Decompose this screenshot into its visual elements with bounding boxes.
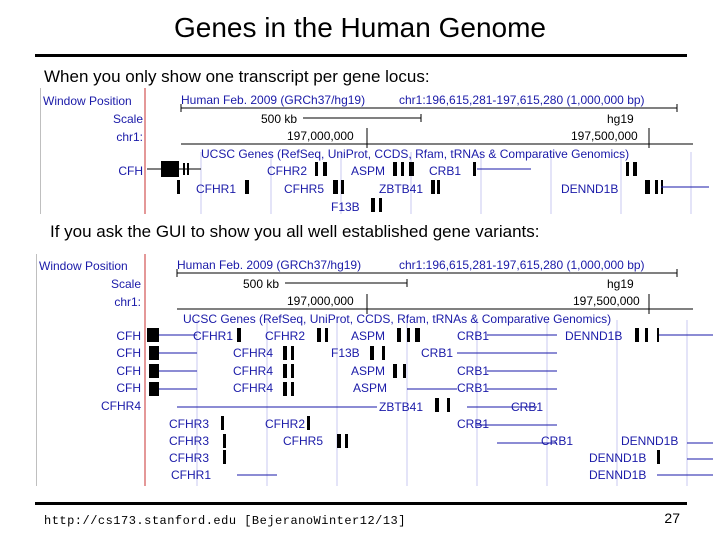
page-number: 27 bbox=[664, 510, 680, 526]
assembly-label: Human Feb. 2009 (GRCh37/hg19) bbox=[177, 258, 361, 272]
gene-aspm[interactable]: ASPM bbox=[351, 364, 385, 378]
side-label-cfh: CFH bbox=[116, 364, 141, 378]
gene-crb1[interactable]: CRB1 bbox=[457, 364, 489, 378]
window-position-label: Window Position bbox=[43, 94, 132, 108]
gene-cfhr4[interactable]: CFHR4 bbox=[233, 381, 273, 395]
tick-label-1: 197,000,000 bbox=[287, 129, 354, 143]
gene-cfhr1[interactable]: CFHR1 bbox=[196, 182, 236, 196]
gene-dennd1b[interactable]: DENND1B bbox=[589, 468, 646, 482]
footer-url[interactable]: http://cs173.stanford.edu [BejeranoWinte… bbox=[44, 514, 406, 528]
gene-crb1[interactable]: CRB1 bbox=[511, 400, 543, 414]
side-label-cfh: CFH bbox=[116, 346, 141, 360]
gene-aspm[interactable]: ASPM bbox=[351, 164, 385, 178]
scale-label: Scale bbox=[113, 112, 143, 126]
gene-crb1[interactable]: CRB1 bbox=[421, 346, 453, 360]
gene-cfhr3[interactable]: CFHR3 bbox=[169, 417, 209, 431]
gene-f13b[interactable]: F13B bbox=[331, 200, 360, 214]
track-title: UCSC Genes (RefSeq, UniProt, CCDS, Rfam,… bbox=[183, 312, 611, 326]
tick-label-2: 197,500,000 bbox=[571, 129, 638, 143]
gene-aspm[interactable]: ASPM bbox=[351, 329, 385, 343]
tick-label-2: 197,500,000 bbox=[573, 294, 640, 308]
position-label: chr1:196,615,281-197,615,280 (1,000,000 … bbox=[399, 258, 645, 272]
gene-f13b[interactable]: F13B bbox=[331, 346, 360, 360]
scale-assembly: hg19 bbox=[607, 112, 634, 126]
genome-browser-top-canvas: Window Position Scale chr1: Human Feb. 2… bbox=[43, 88, 709, 214]
gene-cfhr2[interactable]: CFHR2 bbox=[265, 417, 305, 431]
scale-assembly: hg19 bbox=[607, 277, 634, 291]
gene-cfhr5[interactable]: CFHR5 bbox=[283, 434, 323, 448]
gene-dennd1b[interactable]: DENND1B bbox=[565, 329, 622, 343]
genome-browser-top: Window Position Scale chr1: Human Feb. 2… bbox=[40, 88, 709, 214]
gene-dennd1b[interactable]: DENND1B bbox=[621, 434, 678, 448]
chr-label: chr1: bbox=[114, 295, 141, 309]
gene-cfhr5[interactable]: CFHR5 bbox=[284, 182, 324, 196]
gene-aspm[interactable]: ASPM bbox=[353, 381, 387, 395]
caption-bottom: If you ask the GUI to show you all well … bbox=[50, 222, 540, 241]
gene-crb1[interactable]: CRB1 bbox=[457, 381, 489, 395]
gene-crb1[interactable]: CRB1 bbox=[457, 329, 489, 343]
gene-cfhr1[interactable]: CFHR1 bbox=[171, 468, 211, 482]
position-label: chr1:196,615,281-197,615,280 (1,000,000 … bbox=[399, 93, 645, 107]
gene-cfhr1[interactable]: CFHR1 bbox=[193, 329, 233, 343]
tick-label-1: 197,000,000 bbox=[287, 294, 354, 308]
gene-zbtb41[interactable]: ZBTB41 bbox=[379, 182, 423, 196]
gene-dennd1b[interactable]: DENND1B bbox=[589, 451, 646, 465]
gene-crb1[interactable]: CRB1 bbox=[457, 417, 489, 431]
slide-title: Genes in the Human Genome bbox=[174, 12, 546, 43]
track-title: UCSC Genes (RefSeq, UniProt, CCDS, Rfam,… bbox=[201, 147, 629, 161]
scale-label: Scale bbox=[111, 277, 141, 291]
gene-cfhr4[interactable]: CFHR4 bbox=[233, 364, 273, 378]
footer-rule bbox=[35, 502, 687, 505]
gene-cfhr2[interactable]: CFHR2 bbox=[265, 329, 305, 343]
genome-browser-bottom: Window Position Scale chr1: Human Feb. 2… bbox=[36, 254, 713, 486]
gene-cfhr2[interactable]: CFHR2 bbox=[267, 164, 307, 178]
side-label-cfh: CFH bbox=[116, 381, 141, 395]
gene-cfhr4[interactable]: CFHR4 bbox=[233, 346, 273, 360]
side-label-cfhr4: CFHR4 bbox=[101, 399, 141, 413]
gene-cfhr3[interactable]: CFHR3 bbox=[169, 451, 209, 465]
gene-crb1[interactable]: CRB1 bbox=[429, 164, 461, 178]
scale-value: 500 kb bbox=[243, 277, 279, 291]
scale-value: 500 kb bbox=[261, 112, 297, 126]
side-label-cfh: CFH bbox=[118, 164, 143, 178]
caption-top: When you only show one transcript per ge… bbox=[44, 67, 430, 86]
title-underline bbox=[35, 54, 687, 57]
side-label-cfh: CFH bbox=[116, 329, 141, 343]
gene-zbtb41[interactable]: ZBTB41 bbox=[379, 400, 423, 414]
assembly-label: Human Feb. 2009 (GRCh37/hg19) bbox=[181, 93, 365, 107]
chr-label: chr1: bbox=[116, 130, 143, 144]
window-position-label: Window Position bbox=[39, 259, 128, 273]
genome-browser-bottom-canvas: Window Position Scale chr1: Human Feb. 2… bbox=[39, 254, 713, 486]
gene-dennd1b[interactable]: DENND1B bbox=[561, 182, 618, 196]
gene-crb1[interactable]: CRB1 bbox=[541, 434, 573, 448]
gene-cfhr3[interactable]: CFHR3 bbox=[169, 434, 209, 448]
